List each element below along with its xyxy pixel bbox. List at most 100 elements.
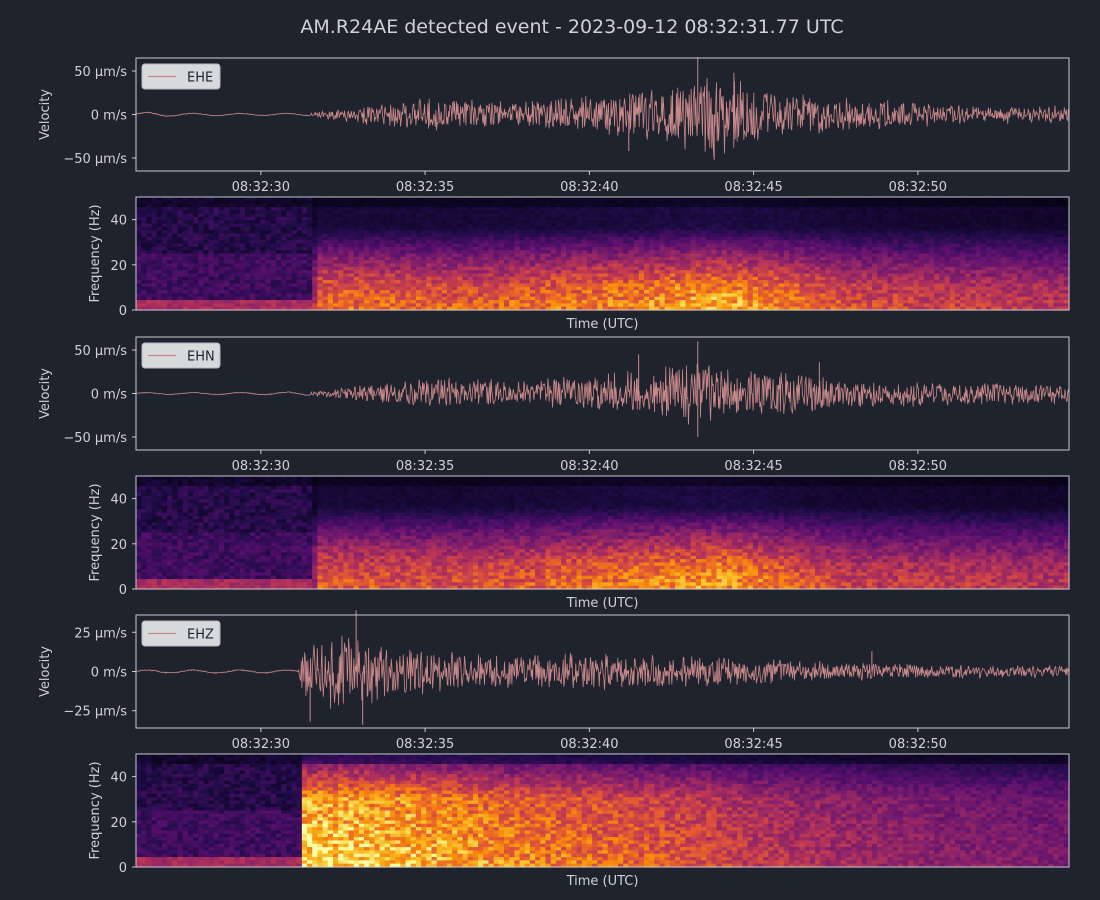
spectrogram-cell: [296, 286, 303, 291]
spectrogram-cell: [695, 203, 702, 208]
spectrogram-cell: [374, 200, 381, 205]
spectrogram-cell: [732, 203, 738, 208]
spectrogram-cell: [633, 216, 640, 221]
spectrogram-cell: [291, 236, 298, 241]
spectrogram-cell: [638, 203, 645, 208]
spectrogram-cell: [607, 306, 614, 311]
spectrogram-cell: [680, 293, 687, 298]
spectrogram-cell: [379, 200, 386, 205]
spectrogram-cell: [265, 223, 272, 228]
spectrogram-cell: [322, 200, 329, 205]
spectrogram-cell: [581, 250, 588, 255]
spectrogram-cell: [317, 203, 324, 208]
spectrogram-cell: [607, 243, 614, 248]
spectrogram-cell: [379, 260, 386, 265]
spectrogram-cell: [737, 266, 744, 271]
spectrogram-cell: [669, 263, 676, 268]
spectrogram-cell: [250, 246, 256, 251]
spectrogram-cell: [706, 306, 712, 311]
spectrogram-cell: [555, 260, 562, 265]
spectrogram-cell: [307, 276, 313, 281]
spectrogram-cell: [296, 197, 303, 201]
spectrogram-cell: [426, 236, 433, 241]
spectrogram-cell: [763, 230, 769, 235]
spectrogram-cell: [441, 240, 448, 245]
spectrogram-cell: [348, 293, 355, 298]
spectrogram-cell: [447, 216, 453, 221]
spectrogram-cell: [669, 200, 676, 205]
spectrogram-cell: [628, 306, 635, 311]
spectrogram-cell: [555, 213, 562, 218]
spectrogram-cell: [643, 223, 650, 228]
spectrogram-cell: [555, 273, 562, 278]
spectrogram-cell: [384, 256, 391, 261]
spectrogram-cell: [592, 276, 598, 281]
spectrogram-cell: [281, 296, 287, 301]
spectrogram-cell: [379, 223, 386, 228]
spectrogram-cell: [167, 276, 173, 281]
spectrogram-cell: [317, 260, 324, 265]
spectrogram-cell: [224, 213, 230, 218]
spectrogram-cell: [426, 290, 433, 294]
spectrogram-cell: [504, 290, 510, 294]
spectrogram-cell: [296, 290, 303, 294]
spectrogram-cell: [721, 233, 728, 238]
spectrogram-cell: [695, 197, 702, 201]
spectrogram-cell: [452, 240, 458, 245]
spectrogram-cell: [436, 243, 443, 248]
spectrogram-cell: [374, 303, 381, 308]
spectrogram-cell: [358, 243, 365, 248]
spectrogram-cell: [555, 306, 562, 311]
spectrogram-cell: [239, 236, 246, 241]
spectrogram-cell: [571, 203, 578, 208]
spectrogram-cell: [607, 216, 614, 221]
spectrogram-cell: [690, 223, 697, 228]
spectrogram-cell: [441, 243, 448, 248]
spectrogram-cell: [654, 197, 661, 201]
spectrogram-cell: [213, 266, 220, 271]
spectrogram-cell: [426, 260, 433, 265]
spectrogram-cell: [161, 276, 168, 281]
spectrogram-cell: [529, 236, 536, 241]
spectrogram-cell: [208, 200, 215, 205]
spectrogram-cell: [747, 210, 754, 215]
spectrogram-cell: [721, 210, 728, 215]
spectrogram-cell: [374, 263, 381, 268]
spectrogram-cell: [317, 246, 324, 251]
spectrogram-cell: [561, 226, 567, 231]
spectrogram-cell: [146, 213, 153, 218]
spectrogram-cell: [597, 273, 604, 278]
spectrogram-cell: [623, 223, 630, 228]
spectrogram-cell: [244, 283, 251, 288]
spectrogram-cell: [612, 230, 619, 235]
spectrogram-cell: [265, 240, 272, 245]
spectrogram-cell: [353, 276, 360, 281]
spectrogram-cell: [436, 253, 443, 258]
spectrogram-cell: [312, 280, 319, 285]
spectrogram-cell: [167, 290, 173, 294]
spectrogram-cell: [742, 223, 749, 228]
spectrogram-cell: [628, 210, 635, 215]
spectrogram-cell: [156, 260, 163, 265]
spectrogram-cell: [498, 280, 505, 285]
spectrogram-cell: [447, 223, 453, 228]
spectrogram-cell: [421, 270, 427, 275]
spectrogram-cell: [415, 290, 422, 294]
spectrogram-cell: [208, 203, 215, 208]
spectrogram-cell: [690, 283, 697, 288]
spectrogram-cell: [721, 197, 728, 201]
spectrogram-cell: [286, 203, 293, 208]
spectrogram-cell: [742, 230, 749, 235]
spectrogram-cell: [545, 200, 552, 205]
spectrogram-cell: [270, 206, 277, 211]
spectrogram-cell: [275, 273, 282, 278]
spectrogram-cell: [462, 246, 469, 251]
spectrogram-cell: [255, 273, 261, 278]
spectrogram-cell: [457, 246, 464, 251]
spectrogram-cell: [654, 273, 661, 278]
spectrogram-cell: [307, 243, 313, 248]
spectrogram-cell: [752, 270, 759, 275]
spectrogram-cell: [462, 300, 469, 304]
spectrogram-cell: [654, 306, 661, 311]
spectrogram-cell: [612, 226, 619, 231]
